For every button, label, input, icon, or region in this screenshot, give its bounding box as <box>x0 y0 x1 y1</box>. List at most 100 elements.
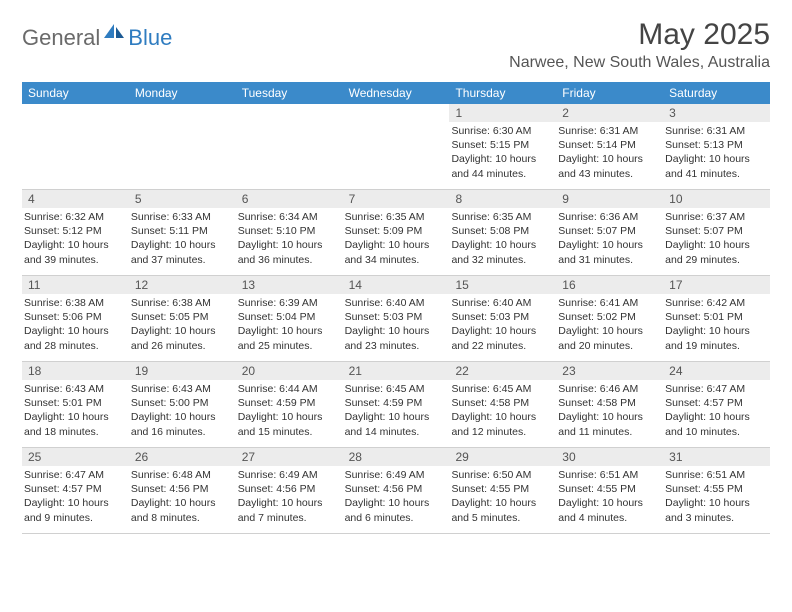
sunrise: Sunrise: 6:34 AM <box>238 210 339 224</box>
day-number: 10 <box>663 190 770 208</box>
day-cell: 11Sunrise: 6:38 AMSunset: 5:06 PMDayligh… <box>22 276 129 362</box>
day-number: 11 <box>22 276 129 294</box>
daylight: Daylight: 10 hours and 23 minutes. <box>345 324 446 352</box>
daylight: Daylight: 10 hours and 12 minutes. <box>451 410 552 438</box>
daylight: Daylight: 10 hours and 8 minutes. <box>131 496 232 524</box>
day-number: 30 <box>556 448 663 466</box>
day-cell: 14Sunrise: 6:40 AMSunset: 5:03 PMDayligh… <box>343 276 450 362</box>
day-info: Sunrise: 6:38 AMSunset: 5:05 PMDaylight:… <box>129 294 236 355</box>
day-number: 25 <box>22 448 129 466</box>
day-number: 5 <box>129 190 236 208</box>
location: Narwee, New South Wales, Australia <box>509 54 770 72</box>
daylight: Daylight: 10 hours and 31 minutes. <box>558 238 659 266</box>
daylight: Daylight: 10 hours and 11 minutes. <box>558 410 659 438</box>
day-info: Sunrise: 6:35 AMSunset: 5:08 PMDaylight:… <box>449 208 556 269</box>
sunset: Sunset: 5:03 PM <box>345 310 446 324</box>
day-cell: 6Sunrise: 6:34 AMSunset: 5:10 PMDaylight… <box>236 190 343 276</box>
sunrise: Sunrise: 6:40 AM <box>451 296 552 310</box>
sunrise: Sunrise: 6:37 AM <box>665 210 766 224</box>
day-info: Sunrise: 6:41 AMSunset: 5:02 PMDaylight:… <box>556 294 663 355</box>
sunset: Sunset: 5:00 PM <box>131 396 232 410</box>
day-info: Sunrise: 6:46 AMSunset: 4:58 PMDaylight:… <box>556 380 663 441</box>
sunset: Sunset: 4:56 PM <box>131 482 232 496</box>
day-cell: 24Sunrise: 6:47 AMSunset: 4:57 PMDayligh… <box>663 362 770 448</box>
day-info: Sunrise: 6:40 AMSunset: 5:03 PMDaylight:… <box>343 294 450 355</box>
logo-text-blue: Blue <box>128 25 172 51</box>
day-number: 12 <box>129 276 236 294</box>
sunset: Sunset: 5:10 PM <box>238 224 339 238</box>
day-number: 24 <box>663 362 770 380</box>
sunset: Sunset: 4:55 PM <box>558 482 659 496</box>
daylight: Daylight: 10 hours and 18 minutes. <box>24 410 125 438</box>
daylight: Daylight: 10 hours and 37 minutes. <box>131 238 232 266</box>
day-number: 3 <box>663 104 770 122</box>
day-cell: 16Sunrise: 6:41 AMSunset: 5:02 PMDayligh… <box>556 276 663 362</box>
day-info: Sunrise: 6:45 AMSunset: 4:58 PMDaylight:… <box>449 380 556 441</box>
day-info: Sunrise: 6:47 AMSunset: 4:57 PMDaylight:… <box>663 380 770 441</box>
day-info: Sunrise: 6:31 AMSunset: 5:13 PMDaylight:… <box>663 122 770 183</box>
sunset: Sunset: 5:04 PM <box>238 310 339 324</box>
sunrise: Sunrise: 6:32 AM <box>24 210 125 224</box>
day-cell: 4Sunrise: 6:32 AMSunset: 5:12 PMDaylight… <box>22 190 129 276</box>
sunrise: Sunrise: 6:46 AM <box>558 382 659 396</box>
daylight: Daylight: 10 hours and 20 minutes. <box>558 324 659 352</box>
day-cell: 10Sunrise: 6:37 AMSunset: 5:07 PMDayligh… <box>663 190 770 276</box>
daylight: Daylight: 10 hours and 14 minutes. <box>345 410 446 438</box>
day-cell: 1Sunrise: 6:30 AMSunset: 5:15 PMDaylight… <box>449 104 556 190</box>
day-info: Sunrise: 6:48 AMSunset: 4:56 PMDaylight:… <box>129 466 236 527</box>
month-title: May 2025 <box>509 18 770 52</box>
day-number: 16 <box>556 276 663 294</box>
day-cell <box>236 104 343 190</box>
day-number <box>22 104 129 108</box>
title-block: May 2025 Narwee, New South Wales, Austra… <box>509 18 770 72</box>
day-cell: 17Sunrise: 6:42 AMSunset: 5:01 PMDayligh… <box>663 276 770 362</box>
day-cell: 19Sunrise: 6:43 AMSunset: 5:00 PMDayligh… <box>129 362 236 448</box>
logo-text-grey: General <box>22 25 100 51</box>
day-number: 6 <box>236 190 343 208</box>
day-cell: 23Sunrise: 6:46 AMSunset: 4:58 PMDayligh… <box>556 362 663 448</box>
sunrise: Sunrise: 6:51 AM <box>665 468 766 482</box>
sunset: Sunset: 4:55 PM <box>451 482 552 496</box>
sunrise: Sunrise: 6:35 AM <box>345 210 446 224</box>
sunrise: Sunrise: 6:39 AM <box>238 296 339 310</box>
sunset: Sunset: 5:14 PM <box>558 138 659 152</box>
day-info: Sunrise: 6:37 AMSunset: 5:07 PMDaylight:… <box>663 208 770 269</box>
week-row: 11Sunrise: 6:38 AMSunset: 5:06 PMDayligh… <box>22 276 770 362</box>
day-number: 14 <box>343 276 450 294</box>
week-row: 1Sunrise: 6:30 AMSunset: 5:15 PMDaylight… <box>22 104 770 190</box>
sunset: Sunset: 5:07 PM <box>558 224 659 238</box>
sunrise: Sunrise: 6:31 AM <box>558 124 659 138</box>
day-number: 31 <box>663 448 770 466</box>
day-info: Sunrise: 6:47 AMSunset: 4:57 PMDaylight:… <box>22 466 129 527</box>
dow-tue: Tuesday <box>236 82 343 104</box>
day-number: 20 <box>236 362 343 380</box>
sunset: Sunset: 4:58 PM <box>558 396 659 410</box>
day-number: 26 <box>129 448 236 466</box>
day-info: Sunrise: 6:49 AMSunset: 4:56 PMDaylight:… <box>236 466 343 527</box>
dow-mon: Monday <box>129 82 236 104</box>
calendar: Sunday Monday Tuesday Wednesday Thursday… <box>22 82 770 534</box>
day-number: 27 <box>236 448 343 466</box>
day-cell: 28Sunrise: 6:49 AMSunset: 4:56 PMDayligh… <box>343 448 450 534</box>
sail-icon <box>104 24 126 43</box>
day-cell: 25Sunrise: 6:47 AMSunset: 4:57 PMDayligh… <box>22 448 129 534</box>
daylight: Daylight: 10 hours and 39 minutes. <box>24 238 125 266</box>
day-cell: 31Sunrise: 6:51 AMSunset: 4:55 PMDayligh… <box>663 448 770 534</box>
day-cell <box>22 104 129 190</box>
day-number: 2 <box>556 104 663 122</box>
day-number: 7 <box>343 190 450 208</box>
day-info: Sunrise: 6:30 AMSunset: 5:15 PMDaylight:… <box>449 122 556 183</box>
sunrise: Sunrise: 6:36 AM <box>558 210 659 224</box>
day-cell: 15Sunrise: 6:40 AMSunset: 5:03 PMDayligh… <box>449 276 556 362</box>
day-cell: 7Sunrise: 6:35 AMSunset: 5:09 PMDaylight… <box>343 190 450 276</box>
dow-sat: Saturday <box>663 82 770 104</box>
day-info: Sunrise: 6:39 AMSunset: 5:04 PMDaylight:… <box>236 294 343 355</box>
day-info: Sunrise: 6:45 AMSunset: 4:59 PMDaylight:… <box>343 380 450 441</box>
day-number: 1 <box>449 104 556 122</box>
day-number: 19 <box>129 362 236 380</box>
sunset: Sunset: 5:13 PM <box>665 138 766 152</box>
sunset: Sunset: 5:15 PM <box>451 138 552 152</box>
sunrise: Sunrise: 6:49 AM <box>238 468 339 482</box>
day-number: 17 <box>663 276 770 294</box>
day-cell: 8Sunrise: 6:35 AMSunset: 5:08 PMDaylight… <box>449 190 556 276</box>
